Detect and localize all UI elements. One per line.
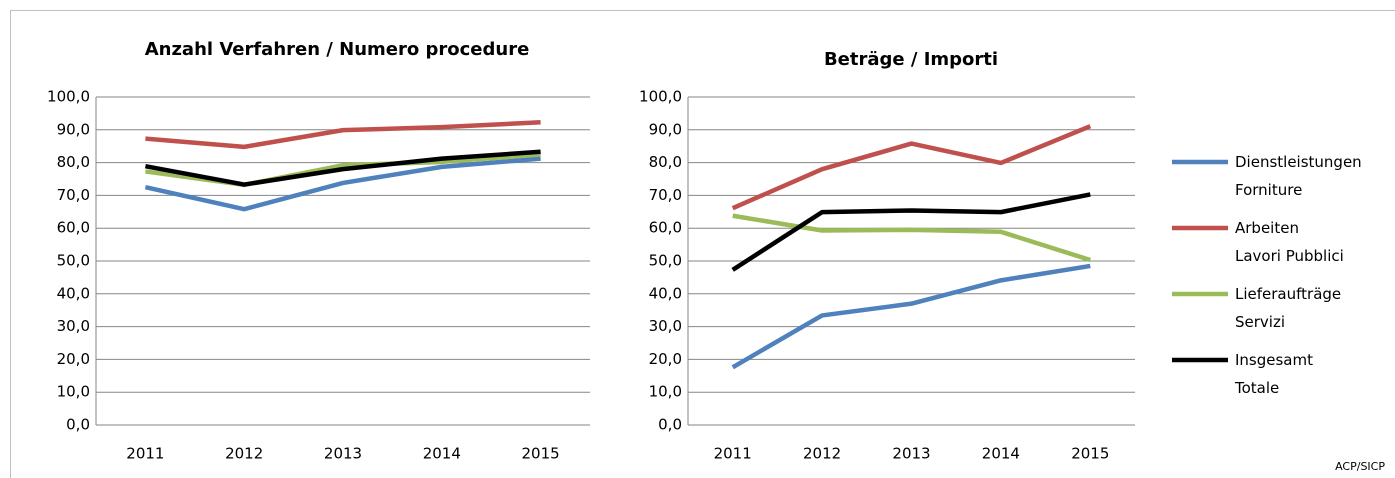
- x-tick-label: 2011: [714, 445, 752, 463]
- y-tick-label: 40,0: [649, 284, 682, 302]
- y-tick-label: 40,0: [57, 284, 90, 302]
- y-tick-label: 20,0: [649, 350, 682, 368]
- y-tick-label: 0,0: [658, 416, 682, 434]
- x-tick-label: 2012: [803, 445, 841, 463]
- y-tick-label: 90,0: [649, 120, 682, 138]
- x-tick-label: 2013: [892, 445, 930, 463]
- data-line: [144, 149, 541, 187]
- legend-line: Forniture: [1235, 181, 1302, 199]
- legend-line: Arbeiten: [1235, 219, 1299, 237]
- x-tick-label: 2015: [522, 445, 560, 463]
- y-tick-label: 80,0: [57, 153, 90, 171]
- legend-line: Totale: [1234, 379, 1279, 397]
- y-tick-label: 20,0: [57, 350, 90, 368]
- legend-line: Lieferaufträge: [1235, 285, 1341, 303]
- y-tick-label: 70,0: [57, 186, 90, 204]
- y-tick-label: 90,0: [57, 120, 90, 138]
- chart-title: Beträge / Importi: [824, 49, 998, 70]
- legend-label: Dienstleistungen Forniture: [1235, 153, 1362, 199]
- y-tick-label: 60,0: [649, 219, 682, 237]
- source-note: ACP/SICP: [1335, 460, 1385, 473]
- legend-label: Arbeiten Lavori Pubblici: [1235, 219, 1344, 265]
- data-line: [145, 120, 541, 150]
- legend-label: Lieferaufträge Servizi: [1235, 285, 1341, 331]
- data-line: [732, 213, 1091, 263]
- y-tick-label: 100,0: [639, 88, 682, 106]
- y-tick-label: 50,0: [649, 252, 682, 270]
- legend-label: Insgesamt Totale: [1234, 351, 1313, 397]
- y-tick-label: 80,0: [649, 153, 682, 171]
- x-tick-label: 2015: [1071, 445, 1109, 463]
- data-line: [144, 156, 541, 212]
- frame: [10, 10, 1395, 478]
- legend-line: Servizi: [1235, 313, 1285, 331]
- y-tick-label: 30,0: [649, 317, 682, 335]
- y-tick-label: 100,0: [47, 88, 90, 106]
- y-tick-label: 70,0: [649, 186, 682, 204]
- y-tick-label: 50,0: [57, 252, 90, 270]
- y-tick-label: 60,0: [57, 219, 90, 237]
- x-tick-label: 2013: [324, 445, 362, 463]
- chart-title: Anzahl Verfahren / Numero procedure: [145, 39, 530, 60]
- data-line: [731, 263, 1091, 370]
- data-line: [731, 124, 1092, 211]
- data-line: [731, 192, 1091, 272]
- y-tick-label: 10,0: [57, 383, 90, 401]
- x-tick-label: 2011: [126, 445, 164, 463]
- legend-line: Dienstleistungen: [1235, 153, 1362, 171]
- y-tick-label: 0,0: [66, 416, 90, 434]
- x-tick-label: 2012: [225, 445, 263, 463]
- x-tick-label: 2014: [982, 445, 1020, 463]
- x-tick-label: 2014: [423, 445, 461, 463]
- y-tick-label: 10,0: [649, 383, 682, 401]
- y-tick-label: 30,0: [57, 317, 90, 335]
- legend-line: Insgesamt: [1235, 351, 1313, 369]
- legend-line: Lavori Pubblici: [1235, 247, 1344, 265]
